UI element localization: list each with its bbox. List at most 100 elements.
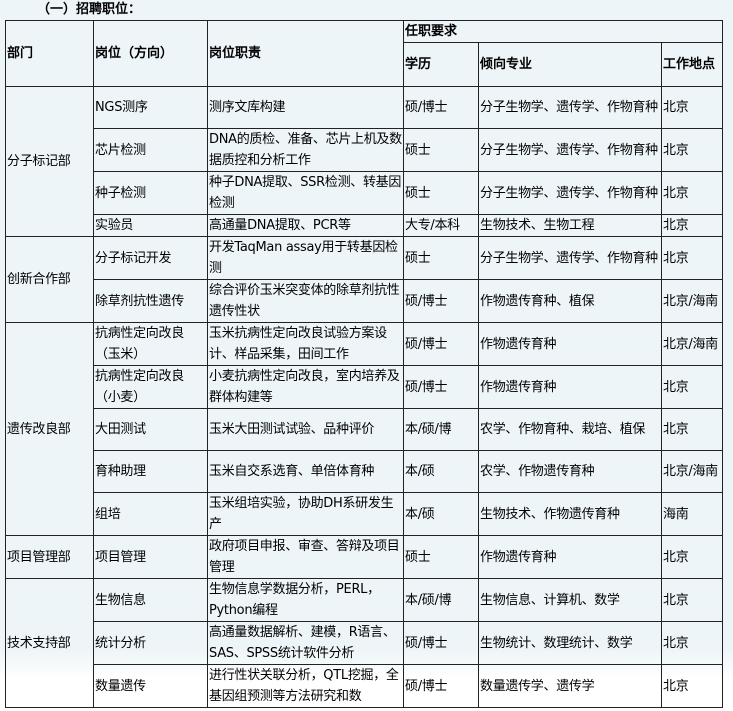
position-cell: 分子标记开发 xyxy=(93,236,208,280)
position-cell: 实验员 xyxy=(93,214,208,237)
duty-cell: 进行性状关联分析，QTL挖掘，全基因组预测等方法研究和数 xyxy=(207,664,404,708)
position-cell: 组培 xyxy=(93,492,208,536)
duty-cell: 开发TaqMan assay用于转基因检测 xyxy=(207,236,404,280)
duty-cell: 玉米大田测试试验、品种评价 xyxy=(207,408,404,451)
location-cell: 北京 xyxy=(661,664,723,708)
header-requirements: 任职要求 xyxy=(403,20,723,43)
duty-cell: 小麦抗病性定向改良，室内培养及群体构建等 xyxy=(207,365,404,409)
table-row: 分子标记部 NGS测序 测序文库构建 硕/博士 分子生物学、遗传学、作物育种 北京 xyxy=(5,86,723,237)
position-cell: 抗病性定向改良（玉米） xyxy=(93,322,208,366)
education-cell: 大专/本科 xyxy=(403,214,479,237)
duty-cell: 生物信息学数据分析，PERL，Python编程 xyxy=(207,578,404,622)
table-row: 创新合作部 分子标记开发 开发TaqMan assay用于转基因检测 硕士 分子生物学、… xyxy=(5,236,723,323)
header-dept: 部门 xyxy=(5,20,94,87)
location-cell: 北京 xyxy=(661,621,723,665)
education-cell: 硕/博士 xyxy=(403,86,479,129)
location-cell: 北京 xyxy=(661,535,723,579)
location-cell: 北京/海南 xyxy=(661,322,723,366)
position-cell: 抗病性定向改良（小麦） xyxy=(93,365,208,409)
header-major: 倾向专业 xyxy=(478,42,662,87)
dept-cell: 遗传改良部 xyxy=(5,322,94,536)
table-row: 项目管理部 项目管理 政府项目申报、审查、答辩及项目管理 硕士 作物遗传育种 北京 xyxy=(5,535,723,579)
position-cell: 统计分析 xyxy=(93,621,208,665)
major-cell: 作物遗传育种 xyxy=(478,535,662,579)
header-location: 工作地点 xyxy=(661,42,723,87)
dept-cell: 技术支持部 xyxy=(5,578,94,708)
major-cell: 分子生物学、遗传学、作物育种 xyxy=(478,171,662,215)
header-duty: 岗位职责 xyxy=(207,20,404,87)
table-row: 遗传改良部 抗病性定向改良（玉米） 玉米抗病性定向改良试验方案设计、样品采集，田间工… xyxy=(5,322,723,536)
location-cell: 北京 xyxy=(661,171,723,215)
table-row: 统计分析 高通量数据解析、建模，R语言、SAS、SPSS统计软件分析 硕/博士 生物统… xyxy=(6,621,723,665)
education-cell: 硕/博士 xyxy=(403,621,479,665)
duty-cell: 综合评价玉米突变体的除草剂抗性遗传性状 xyxy=(207,279,404,323)
education-cell: 本/硕 xyxy=(403,492,479,536)
location-cell: 海南 xyxy=(661,492,723,536)
major-cell: 分子生物学、遗传学、作物育种 xyxy=(478,236,662,280)
major-cell: 作物遗传育种 xyxy=(478,365,662,409)
section-title: （一）招聘职位： xyxy=(37,2,142,17)
major-cell: 分子生物学、遗传学、作物育种 xyxy=(478,128,662,172)
table-row: 组培 玉米组培实验，协助DH系研发生产 本/硕 生物技术、作物遗传育种 海南 xyxy=(6,492,723,536)
table-row: 育种助理 玉米自交系选育、单倍体育种 本/硕 农学、作物遗传育种 北京/海南 xyxy=(6,450,723,493)
position-cell: 芯片检测 xyxy=(93,128,208,172)
table-row: 抗病性定向改良（小麦） 小麦抗病性定向改良，室内培养及群体构建等 硕/博士 作物遗传育… xyxy=(6,365,723,409)
major-cell: 分子生物学、遗传学、作物育种 xyxy=(478,86,662,129)
dept-cell: 项目管理部 xyxy=(5,535,94,579)
dept-cell: 分子标记部 xyxy=(5,86,94,237)
duty-cell: 种子DNA提取、SSR检测、转基因检测 xyxy=(207,171,404,215)
major-cell: 农学、作物育种、栽培、植保 xyxy=(478,408,662,451)
major-cell: 作物遗传育种 xyxy=(478,322,662,366)
position-cell: 除草剂抗性遗传 xyxy=(93,279,208,323)
duty-cell: 高通量DNA提取、PCR等 xyxy=(207,214,404,237)
major-cell: 生物技术、生物工程 xyxy=(478,214,662,237)
header-position: 岗位（方向） xyxy=(93,20,208,87)
table-row: 除草剂抗性遗传 综合评价玉米突变体的除草剂抗性遗传性状 硕/博士 作物遗传育种、植保北… xyxy=(6,279,723,323)
education-cell: 硕士 xyxy=(403,236,479,280)
position-cell: 项目管理 xyxy=(93,535,208,579)
table-row: 技术支持部 生物信息 生物信息学数据分析，PERL，Python编程 本/硕/博 生物信… xyxy=(5,578,723,708)
position-cell: NGS测序 xyxy=(93,86,208,129)
duty-cell: 玉米组培实验，协助DH系研发生产 xyxy=(207,492,404,536)
duty-cell: 玉米自交系选育、单倍体育种 xyxy=(207,450,404,493)
header-education: 学历 xyxy=(403,42,479,87)
table-row: 芯片检测 DNA的质检、准备、芯片上机及数据质控和分析工作 硕士 分子生物学、遗传学、… xyxy=(6,128,723,172)
education-cell: 本/硕/博 xyxy=(403,408,479,451)
position-cell: 大田测试 xyxy=(93,408,208,451)
major-cell: 农学、作物遗传育种 xyxy=(478,450,662,493)
position-cell: 数量遗传 xyxy=(93,664,208,708)
table-row: 种子检测 种子DNA提取、SSR检测、转基因检测 硕士 分子生物学、遗传学、作物育种北… xyxy=(6,171,723,215)
education-cell: 本/硕 xyxy=(403,450,479,493)
duty-cell: 高通量数据解析、建模，R语言、SAS、SPSS统计软件分析 xyxy=(207,621,404,665)
major-cell: 数量遗传学、遗传学 xyxy=(478,664,662,708)
major-cell: 生物技术、作物遗传育种 xyxy=(478,492,662,536)
location-cell: 北京 xyxy=(661,128,723,172)
location-cell: 北京/海南 xyxy=(661,279,723,323)
education-cell: 本/硕/博 xyxy=(403,578,479,622)
table-row: 实验员 高通量DNA提取、PCR等 大专/本科 生物技术、生物工程 北京 xyxy=(6,214,723,237)
education-cell: 硕士 xyxy=(403,171,479,215)
duty-cell: 玉米抗病性定向改良试验方案设计、样品采集，田间工作 xyxy=(207,322,404,366)
major-cell: 生物统计、数理统计、数学 xyxy=(478,621,662,665)
location-cell: 北京 xyxy=(661,578,723,622)
position-cell: 育种助理 xyxy=(93,450,208,493)
location-cell: 北京 xyxy=(661,408,723,451)
major-cell: 生物信息、计算机、数学 xyxy=(478,578,662,622)
position-cell: 种子检测 xyxy=(93,171,208,215)
location-cell: 北京 xyxy=(661,86,723,129)
position-cell: 生物信息 xyxy=(93,578,208,622)
education-cell: 硕/博士 xyxy=(403,664,479,708)
education-cell: 硕士 xyxy=(403,535,479,579)
duty-cell: DNA的质检、准备、芯片上机及数据质控和分析工作 xyxy=(207,128,404,172)
education-cell: 硕/博士 xyxy=(403,279,479,323)
location-cell: 北京 xyxy=(661,236,723,280)
education-cell: 硕/博士 xyxy=(403,365,479,409)
location-cell: 北京 xyxy=(661,214,723,237)
duty-cell: 政府项目申报、审查、答辩及项目管理 xyxy=(207,535,404,579)
recruitment-table: 部门 岗位（方向） 岗位职责 任职要求 学历 倾向专业 工作地点 分子标记部 NG… xyxy=(5,20,723,708)
education-cell: 硕/博士 xyxy=(403,322,479,366)
table-row: 大田测试 玉米大田测试试验、品种评价 本/硕/博 农学、作物育种、栽培、植保 北京 xyxy=(6,408,723,451)
education-cell: 硕士 xyxy=(403,128,479,172)
major-cell: 作物遗传育种、植保 xyxy=(478,279,662,323)
duty-cell: 测序文库构建 xyxy=(207,86,404,129)
